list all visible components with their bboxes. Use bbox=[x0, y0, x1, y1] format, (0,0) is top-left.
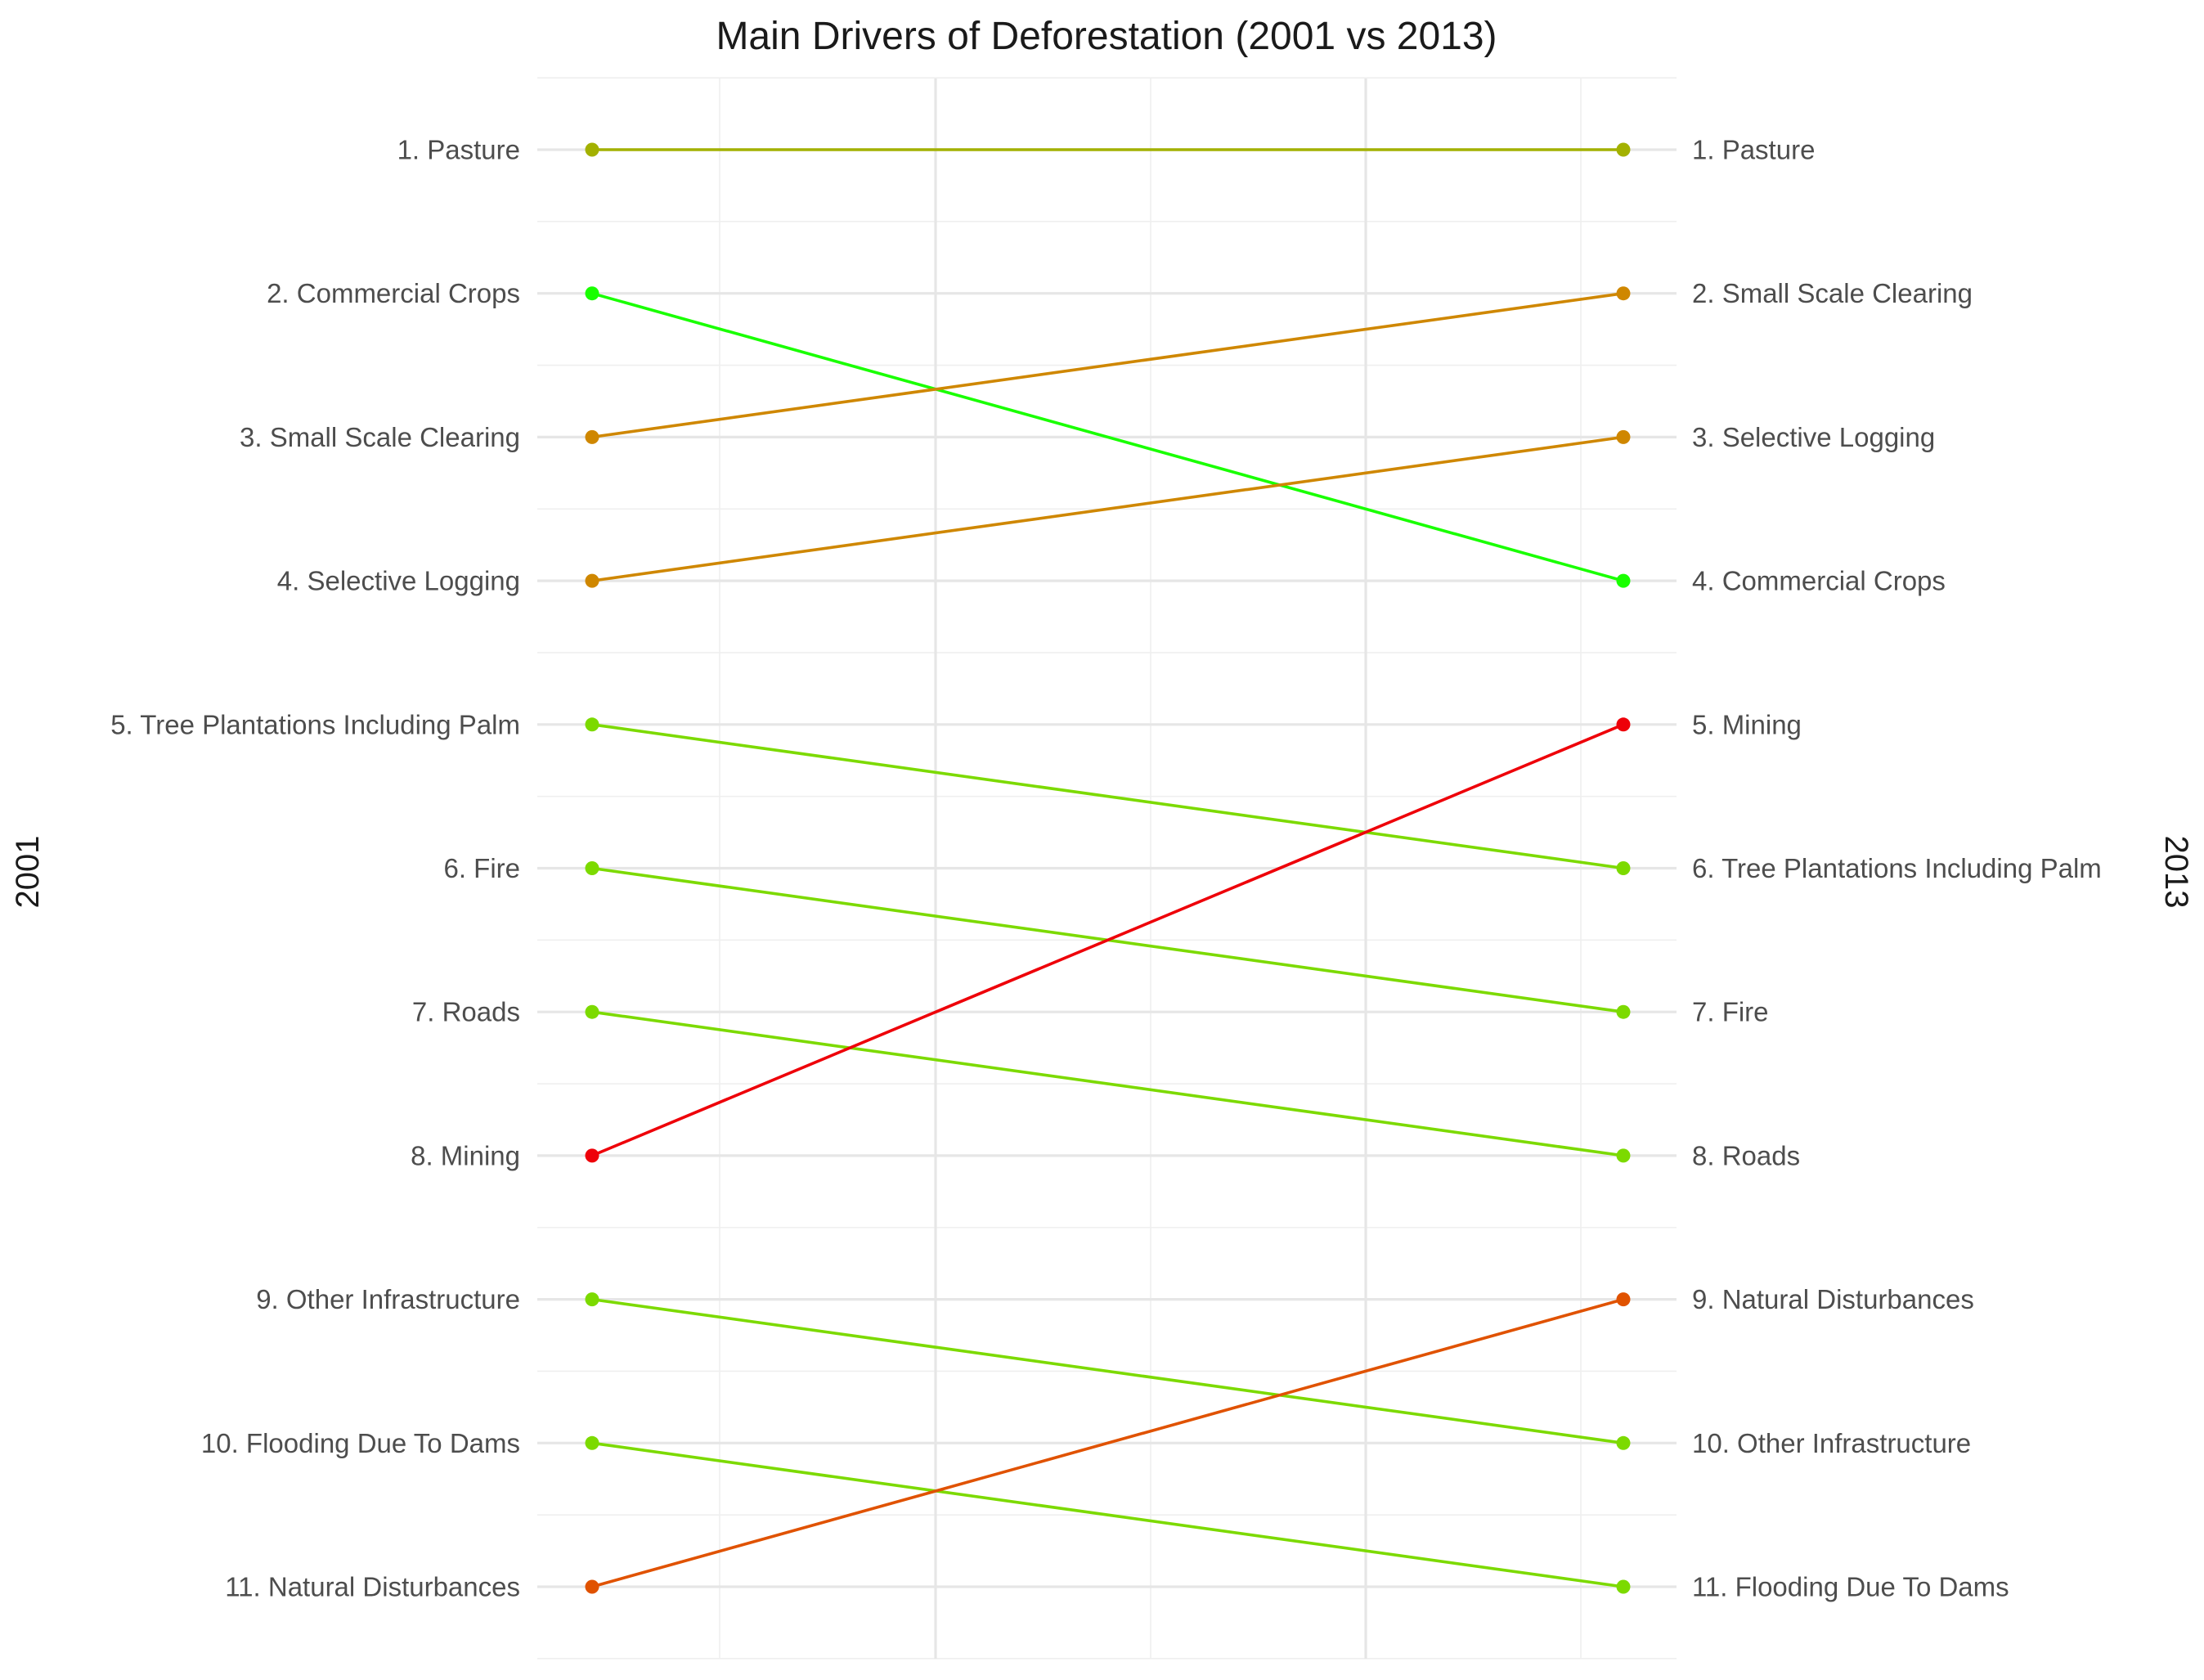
left-tick-label: 4. Selective Logging bbox=[277, 566, 520, 596]
point-2001-mining bbox=[585, 1148, 599, 1163]
series-line-other-infrastructure bbox=[591, 1297, 1624, 1445]
left-tick-label: 5. Tree Plantations Including Palm bbox=[110, 709, 520, 739]
left-tick-label: 6. Fire bbox=[443, 853, 520, 883]
point-2013-pasture bbox=[1616, 142, 1631, 157]
point-2013-roads bbox=[1616, 1148, 1631, 1163]
point-2013-fire bbox=[1616, 1004, 1631, 1019]
right-tick-label: 6. Tree Plantations Including Palm bbox=[1692, 853, 2102, 883]
series-line-commercial-crops bbox=[591, 291, 1624, 582]
point-2013-natural-disturbances bbox=[1616, 1292, 1631, 1307]
left-tick-label: 2. Commercial Crops bbox=[267, 278, 520, 308]
right-tick-label: 4. Commercial Crops bbox=[1692, 566, 1946, 596]
series-points bbox=[585, 142, 1631, 1594]
left-tick-labels: 1. Pasture 2. Commercial Crops 3. Small Sc… bbox=[110, 135, 520, 1602]
series-line-natural-disturbances bbox=[591, 1297, 1624, 1588]
point-2013-selective-logging bbox=[1616, 429, 1631, 444]
series-line-roads bbox=[591, 1010, 1624, 1157]
left-axis-title: 2001 bbox=[10, 836, 46, 909]
point-2001-fire bbox=[585, 861, 599, 875]
point-2013-tree-plantations-including-palm bbox=[1616, 861, 1631, 875]
right-tick-label: 8. Roads bbox=[1692, 1140, 1800, 1170]
left-tick-label: 1. Pasture bbox=[397, 135, 520, 165]
series-line-mining bbox=[591, 723, 1624, 1157]
right-tick-label: 9. Natural Disturbances bbox=[1692, 1284, 1974, 1314]
point-2013-other-infrastructure bbox=[1616, 1435, 1631, 1450]
chart-title: Main Drivers of Deforestation (2001 vs 2… bbox=[716, 15, 1497, 58]
point-2001-selective-logging bbox=[585, 573, 599, 588]
left-tick-label: 8. Mining bbox=[411, 1140, 520, 1170]
right-axis-title: 2013 bbox=[2158, 836, 2194, 909]
series-line-selective-logging bbox=[591, 435, 1624, 582]
point-2001-tree-plantations-including-palm bbox=[585, 717, 599, 732]
series-line-tree-plantations-including-palm bbox=[591, 723, 1624, 870]
point-2001-pasture bbox=[585, 142, 599, 157]
point-2001-natural-disturbances bbox=[585, 1579, 599, 1594]
right-tick-label: 11. Flooding Due To Dams bbox=[1692, 1572, 2009, 1602]
point-2001-flooding-due-to-dams bbox=[585, 1435, 599, 1450]
right-tick-label: 2. Small Scale Clearing bbox=[1692, 278, 1973, 308]
point-2001-other-infrastructure bbox=[585, 1292, 599, 1307]
left-tick-label: 9. Other Infrastructure bbox=[256, 1284, 520, 1314]
right-tick-label: 7. Fire bbox=[1692, 997, 1769, 1027]
right-tick-label: 1. Pasture bbox=[1692, 135, 1815, 165]
right-tick-label: 5. Mining bbox=[1692, 709, 1802, 739]
right-tick-label: 10. Other Infrastructure bbox=[1692, 1428, 1971, 1458]
right-tick-label: 3. Selective Logging bbox=[1692, 422, 1935, 452]
point-2013-small-scale-clearing bbox=[1616, 286, 1631, 301]
series-line-flooding-due-to-dams bbox=[591, 1441, 1624, 1588]
left-tick-label: 11. Natural Disturbances bbox=[225, 1572, 520, 1602]
point-2013-commercial-crops bbox=[1616, 573, 1631, 588]
series-lines bbox=[591, 148, 1624, 1588]
grid bbox=[537, 77, 1677, 1660]
point-2001-small-scale-clearing bbox=[585, 429, 599, 444]
point-2001-commercial-crops bbox=[585, 286, 599, 301]
series-line-small-scale-clearing bbox=[591, 291, 1624, 439]
right-tick-labels: 1. Pasture 2. Small Scale Clearing 3. Sele… bbox=[1692, 135, 2102, 1602]
point-2013-mining bbox=[1616, 717, 1631, 732]
point-2001-roads bbox=[585, 1004, 599, 1019]
left-tick-label: 7. Roads bbox=[412, 997, 520, 1027]
left-tick-label: 3. Small Scale Clearing bbox=[240, 422, 520, 452]
left-tick-label: 10. Flooding Due To Dams bbox=[201, 1428, 520, 1458]
point-2013-flooding-due-to-dams bbox=[1616, 1579, 1631, 1594]
